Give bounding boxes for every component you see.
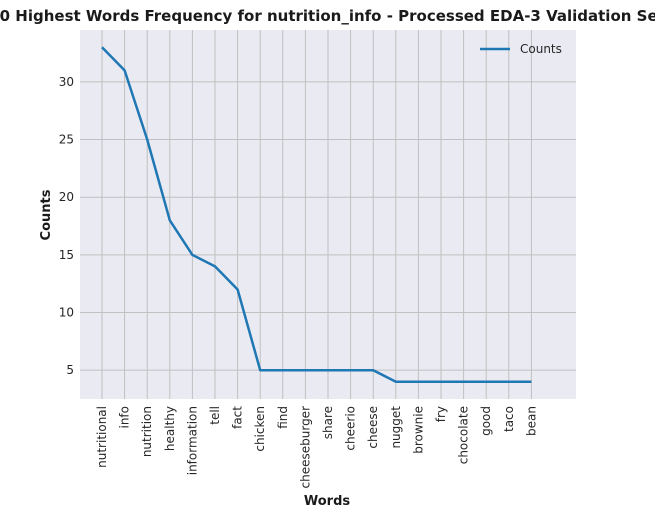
x-tick-label: cheerio [344,406,358,451]
x-tick-label: nutritional [95,406,109,468]
x-tick-label: fry [434,406,448,422]
x-tick-label: nugget [389,406,403,449]
x-tick-label: chicken [253,406,267,452]
x-tick-label: chocolate [457,406,471,464]
x-tick-label: healthy [163,406,177,451]
grid [80,30,576,399]
x-tick-label: find [276,406,290,429]
x-tick-label: bean [524,406,538,436]
y-tick-label: 15 [59,248,74,262]
y-axis-label: Counts [39,189,54,240]
series-line-counts [101,46,532,383]
x-tick-label: fact [231,406,245,429]
x-tick-label: nutrition [140,406,154,457]
series-layer [101,46,532,383]
x-axis-label: Words [304,494,351,509]
y-tick-label: 5 [66,363,74,377]
x-tick-label: information [185,406,199,475]
x-tick-label: good [479,406,493,436]
chart-title: 20 Highest Words Frequency for nutrition… [0,7,655,25]
x-tick-label: brownie [411,406,425,454]
x-axis-ticks: nutritional info nutrition healthy informati… [95,406,538,489]
x-tick-label: share [321,406,335,439]
y-tick-label: 20 [59,190,74,204]
x-tick-label: taco [502,406,516,432]
y-tick-label: 10 [59,306,74,320]
x-tick-label: info [118,406,132,429]
legend-label: Counts [520,42,562,56]
y-tick-label: 25 [59,133,74,147]
x-tick-label: cheeseburger [298,406,312,489]
y-tick-label: 30 [59,75,74,89]
y-axis-ticks: 5 10 15 20 25 30 [59,75,74,377]
legend: Counts [480,42,562,56]
x-tick-label: cheese [366,406,380,449]
x-tick-label: tell [208,406,222,425]
